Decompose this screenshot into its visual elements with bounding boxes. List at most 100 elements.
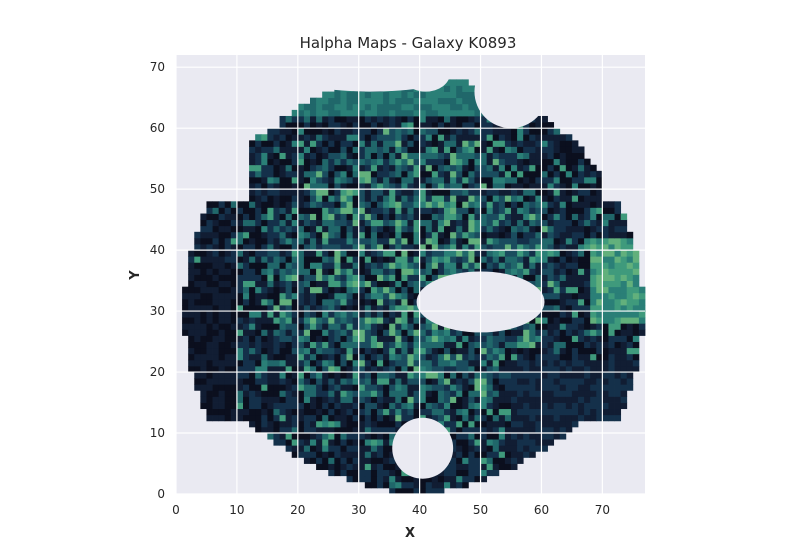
heatmap-cell bbox=[584, 372, 591, 379]
heatmap-cell bbox=[279, 347, 287, 355]
heatmap-cell bbox=[358, 250, 366, 257]
heatmap-cell bbox=[486, 329, 494, 336]
heatmap-cell bbox=[316, 414, 323, 422]
heatmap-cell bbox=[413, 109, 421, 117]
heatmap-cell bbox=[425, 408, 433, 416]
heatmap-cell bbox=[632, 274, 640, 281]
heatmap-cell bbox=[328, 323, 335, 330]
heatmap-cell bbox=[437, 359, 445, 367]
heatmap-cell bbox=[285, 158, 293, 166]
heatmap-cell bbox=[419, 408, 427, 416]
heatmap-cell bbox=[291, 414, 299, 422]
heatmap-cell bbox=[407, 109, 414, 117]
heatmap-cell bbox=[450, 262, 457, 269]
heatmap-cell bbox=[541, 244, 548, 251]
heatmap-cell bbox=[517, 372, 524, 379]
heatmap-cell bbox=[297, 219, 305, 227]
heatmap-cell bbox=[419, 231, 427, 239]
heatmap-cell bbox=[328, 201, 335, 208]
heatmap-cell bbox=[547, 262, 555, 269]
heatmap-cell bbox=[413, 378, 421, 385]
heatmap-cell bbox=[334, 396, 341, 403]
heatmap-cell bbox=[249, 341, 256, 349]
heatmap-cell bbox=[224, 213, 232, 221]
heatmap-cell bbox=[310, 433, 317, 440]
heatmap-cell bbox=[389, 91, 396, 99]
heatmap-cell bbox=[328, 91, 335, 99]
heatmap-cell bbox=[401, 103, 408, 111]
heatmap-cell bbox=[523, 335, 530, 342]
heatmap-cell bbox=[541, 128, 548, 135]
heatmap-cell bbox=[401, 91, 408, 99]
heatmap-cell bbox=[383, 170, 390, 178]
heatmap-cell bbox=[218, 408, 226, 416]
heatmap-cell bbox=[498, 420, 506, 428]
heatmap-cell bbox=[529, 158, 536, 166]
heatmap-cell bbox=[492, 359, 500, 367]
heatmap-cell bbox=[608, 359, 615, 367]
heatmap-cell bbox=[584, 414, 591, 422]
heatmap-cell bbox=[419, 244, 427, 251]
heatmap-cell bbox=[523, 341, 530, 349]
heatmap-cell bbox=[352, 128, 360, 135]
heatmap-cell bbox=[285, 329, 293, 336]
heatmap-cell bbox=[437, 274, 445, 281]
heatmap-cell bbox=[547, 122, 555, 129]
heatmap-cell bbox=[565, 329, 573, 336]
heatmap-cell bbox=[249, 396, 256, 403]
heatmap-cell bbox=[377, 445, 384, 452]
heatmap-cell bbox=[243, 396, 250, 403]
heatmap-cell bbox=[358, 341, 366, 349]
heatmap-cell bbox=[279, 195, 287, 202]
heatmap-cell bbox=[273, 274, 280, 281]
heatmap-cell bbox=[340, 378, 347, 385]
heatmap-cell bbox=[358, 323, 366, 330]
heatmap-cell bbox=[249, 390, 256, 397]
heatmap-cell bbox=[279, 286, 287, 294]
heatmap-cell bbox=[224, 286, 232, 294]
heatmap-cell bbox=[517, 250, 524, 257]
heatmap-cell bbox=[523, 451, 530, 458]
heatmap-cell bbox=[578, 414, 585, 422]
heatmap-cell bbox=[437, 341, 445, 349]
heatmap-cell bbox=[541, 445, 548, 452]
heatmap-cell bbox=[608, 292, 615, 300]
heatmap-cell bbox=[194, 286, 201, 294]
heatmap-cell bbox=[389, 256, 396, 263]
heatmap-cell bbox=[261, 286, 268, 294]
heatmap-cell bbox=[352, 219, 360, 227]
heatmap-cell bbox=[303, 323, 311, 330]
heatmap-cell bbox=[565, 262, 573, 269]
heatmap-cell bbox=[407, 164, 414, 172]
heatmap-cell bbox=[377, 426, 384, 434]
heatmap-cell bbox=[602, 384, 609, 391]
heatmap-cell bbox=[511, 341, 518, 349]
heatmap-cell bbox=[255, 311, 262, 318]
heatmap-cell bbox=[450, 372, 457, 379]
heatmap-cell bbox=[334, 183, 341, 190]
heatmap-cell bbox=[541, 420, 548, 428]
heatmap-cell bbox=[559, 213, 567, 221]
heatmap-cell bbox=[236, 237, 244, 245]
heatmap-cell bbox=[498, 353, 506, 361]
heatmap-cell bbox=[255, 237, 262, 245]
heatmap-cell bbox=[273, 378, 280, 385]
heatmap-cell bbox=[504, 457, 512, 464]
heatmap-cell bbox=[419, 390, 427, 397]
heatmap-cell bbox=[346, 298, 354, 306]
heatmap-cell bbox=[255, 317, 262, 324]
heatmap-cell bbox=[346, 207, 354, 214]
heatmap-cell bbox=[377, 262, 384, 269]
heatmap-cell bbox=[377, 420, 384, 428]
heatmap-cell bbox=[395, 207, 402, 214]
heatmap-cell bbox=[614, 329, 622, 336]
heatmap-cell bbox=[212, 237, 220, 245]
heatmap-cell bbox=[346, 109, 354, 117]
heatmap-cell bbox=[346, 189, 354, 196]
heatmap-cell bbox=[407, 268, 414, 275]
heatmap-cell bbox=[395, 231, 402, 239]
heatmap-cell bbox=[364, 414, 372, 422]
heatmap-cell bbox=[632, 250, 640, 257]
heatmap-cell bbox=[541, 231, 548, 239]
heatmap-cell bbox=[273, 304, 280, 312]
